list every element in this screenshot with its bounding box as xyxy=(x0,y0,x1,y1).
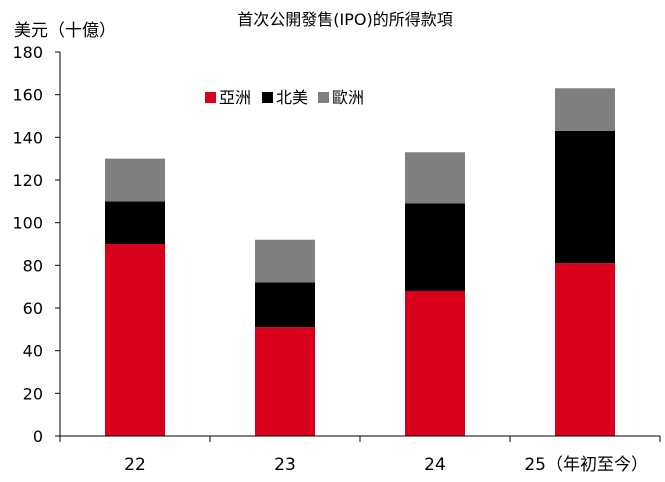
y-tick-label: 60 xyxy=(23,299,43,318)
bar-segment xyxy=(405,152,465,204)
y-axis-label: 美元（十億） xyxy=(14,21,116,41)
y-axis: 0 20 40 60 80 100 120 140 160 180 xyxy=(12,43,61,446)
x-tick-label: 24 xyxy=(424,455,446,475)
bar-segment xyxy=(255,239,315,283)
legend-swatch xyxy=(262,92,273,103)
y-tick-label: 40 xyxy=(23,342,43,361)
legend-label: 亞洲 xyxy=(219,88,251,107)
bar-segment xyxy=(105,158,165,202)
y-tick-label: 100 xyxy=(12,214,43,233)
bar-segment xyxy=(405,203,465,291)
legend-label: 北美 xyxy=(276,88,308,107)
bar-segment xyxy=(555,88,615,131)
x-axis: 22 23 24 25（年初至今） xyxy=(59,435,661,475)
bar-segment xyxy=(405,290,465,436)
y-tick-label: 20 xyxy=(23,384,43,403)
legend: 亞洲 北美 歐洲 xyxy=(205,88,364,107)
bar-segment xyxy=(255,327,315,436)
bar-segment xyxy=(555,263,615,436)
x-tick-label: 23 xyxy=(274,455,296,475)
x-tick-label: 22 xyxy=(124,455,146,475)
bar-segment xyxy=(255,282,315,328)
y-tick-label: 160 xyxy=(12,86,43,105)
legend-swatch xyxy=(318,92,329,103)
bar-segment xyxy=(555,130,615,264)
bars xyxy=(105,88,615,436)
y-tick-label: 80 xyxy=(23,256,43,275)
chart-title: 首次公開發售(IPO)的所得款項 xyxy=(237,10,452,29)
bar-segment xyxy=(105,244,165,436)
y-tick-label: 0 xyxy=(33,427,43,446)
y-tick-label: 140 xyxy=(12,128,43,147)
legend-label: 歐洲 xyxy=(332,88,364,107)
y-tick-label: 120 xyxy=(12,171,43,190)
y-tick-label: 180 xyxy=(12,43,43,62)
bar-segment xyxy=(105,201,165,244)
legend-swatch xyxy=(205,92,216,103)
x-tick-label: 25（年初至今） xyxy=(524,455,648,475)
